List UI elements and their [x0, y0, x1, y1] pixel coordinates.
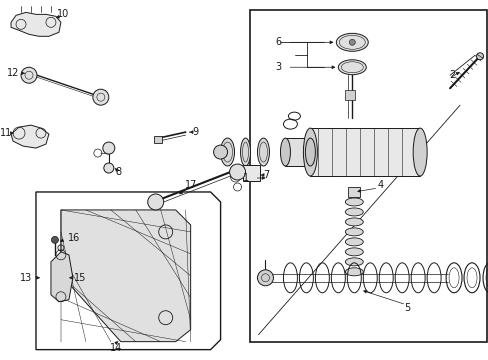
Ellipse shape — [345, 248, 363, 256]
Circle shape — [147, 194, 163, 210]
Ellipse shape — [412, 128, 426, 176]
Circle shape — [93, 89, 109, 105]
Text: 9: 9 — [192, 127, 198, 137]
Ellipse shape — [257, 138, 269, 166]
Text: 11: 11 — [0, 128, 12, 138]
Circle shape — [229, 164, 245, 180]
Circle shape — [213, 145, 227, 159]
Circle shape — [103, 163, 114, 173]
Polygon shape — [36, 192, 220, 350]
Text: 2: 2 — [448, 70, 454, 80]
Ellipse shape — [280, 138, 290, 166]
Ellipse shape — [240, 138, 250, 166]
Text: 17: 17 — [184, 180, 197, 190]
Bar — [347, 187, 360, 197]
Text: 8: 8 — [116, 167, 122, 177]
Polygon shape — [61, 210, 190, 342]
Ellipse shape — [338, 60, 366, 75]
Ellipse shape — [305, 138, 315, 166]
Ellipse shape — [345, 218, 363, 226]
Circle shape — [102, 142, 115, 154]
Circle shape — [21, 67, 37, 83]
Ellipse shape — [345, 258, 363, 266]
Polygon shape — [11, 12, 61, 36]
Ellipse shape — [220, 138, 234, 166]
Polygon shape — [285, 138, 310, 166]
Bar — [153, 136, 162, 143]
Ellipse shape — [345, 228, 363, 236]
Polygon shape — [11, 125, 49, 148]
Ellipse shape — [345, 238, 363, 246]
Text: 16: 16 — [68, 233, 80, 243]
Text: 13: 13 — [20, 273, 32, 283]
Text: 12: 12 — [7, 68, 19, 78]
Text: 10: 10 — [57, 9, 69, 19]
Ellipse shape — [336, 33, 367, 51]
Text: 6: 6 — [275, 37, 281, 47]
Text: 3: 3 — [275, 62, 281, 72]
Ellipse shape — [345, 208, 363, 216]
Bar — [242, 165, 260, 181]
Ellipse shape — [345, 198, 363, 206]
Text: 14: 14 — [109, 343, 122, 353]
Text: 1: 1 — [243, 173, 249, 183]
Circle shape — [51, 237, 58, 243]
Polygon shape — [310, 128, 419, 176]
Text: 4: 4 — [376, 180, 383, 190]
Bar — [249, 10, 486, 342]
Text: 15: 15 — [74, 273, 86, 283]
Circle shape — [257, 270, 273, 286]
Ellipse shape — [345, 268, 363, 276]
Ellipse shape — [475, 53, 483, 60]
Text: 7: 7 — [263, 170, 269, 180]
Bar — [345, 90, 355, 100]
Polygon shape — [51, 252, 73, 302]
Text: 5: 5 — [403, 303, 409, 313]
Ellipse shape — [303, 128, 317, 176]
Circle shape — [348, 39, 355, 45]
